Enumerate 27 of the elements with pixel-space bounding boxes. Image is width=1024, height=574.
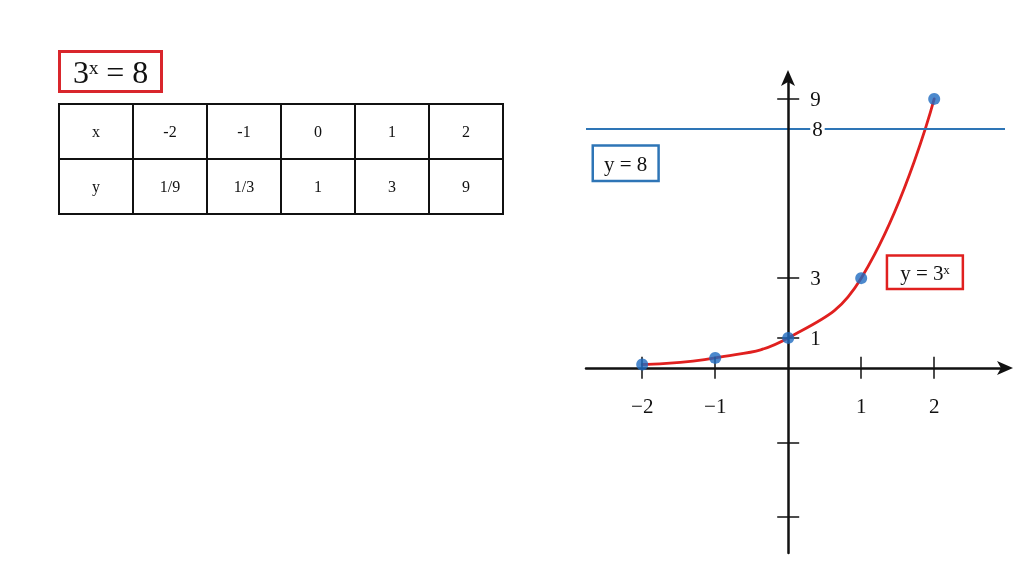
text: -1 bbox=[207, 104, 281, 159]
x-tick-label: −1 bbox=[704, 394, 727, 419]
y-tick-label: 3 bbox=[810, 266, 821, 291]
ref-line-label: y = 8 bbox=[604, 152, 648, 177]
point bbox=[709, 351, 722, 364]
x-tick-label: 1 bbox=[855, 394, 867, 419]
point bbox=[928, 92, 941, 105]
text: y bbox=[59, 159, 133, 214]
text: x bbox=[59, 104, 133, 159]
text: -2 bbox=[133, 104, 207, 159]
text: 2 bbox=[429, 104, 503, 159]
text: 3ˣ = 8 bbox=[58, 50, 164, 93]
series-label: y = 3ˣ bbox=[900, 261, 951, 286]
text: 1/3 bbox=[207, 159, 281, 214]
point bbox=[855, 272, 868, 285]
x-tick-label: −2 bbox=[631, 394, 654, 419]
point bbox=[782, 331, 795, 344]
text: 9 bbox=[429, 159, 503, 214]
text: 1 bbox=[281, 159, 355, 214]
y-tick-label: 8 bbox=[812, 117, 823, 142]
text: 0 bbox=[281, 104, 355, 159]
text: 1/9 bbox=[133, 159, 207, 214]
x-tick-label: 2 bbox=[928, 394, 940, 419]
y-tick-label: 1 bbox=[810, 325, 821, 350]
text: 1 bbox=[355, 104, 429, 159]
text: 3 bbox=[355, 159, 429, 214]
y-tick-label: 9 bbox=[810, 86, 821, 111]
